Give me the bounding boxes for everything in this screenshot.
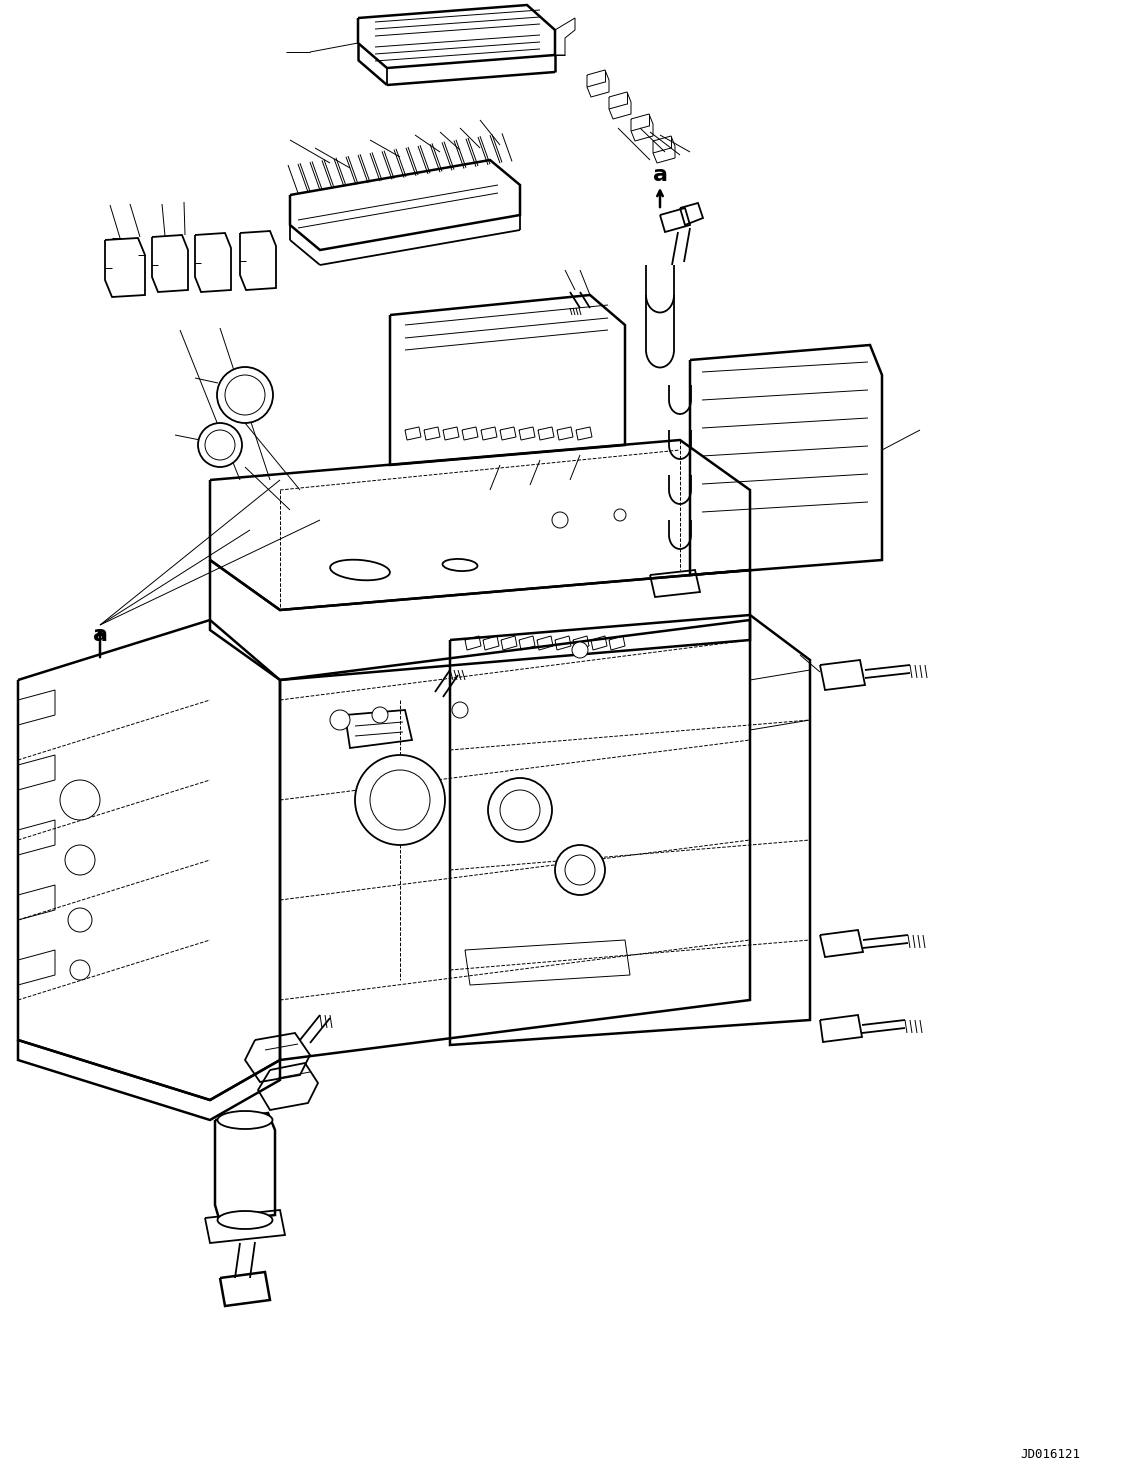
Polygon shape — [609, 635, 625, 650]
Circle shape — [452, 702, 468, 718]
Polygon shape — [280, 621, 749, 1060]
Polygon shape — [18, 755, 55, 790]
Polygon shape — [215, 1113, 274, 1222]
Polygon shape — [500, 427, 516, 441]
Polygon shape — [450, 615, 810, 1045]
Polygon shape — [358, 4, 555, 68]
Polygon shape — [240, 231, 276, 290]
Circle shape — [198, 423, 241, 467]
Polygon shape — [18, 884, 55, 920]
Ellipse shape — [330, 560, 390, 581]
Polygon shape — [501, 635, 517, 650]
Polygon shape — [538, 427, 554, 441]
Polygon shape — [195, 233, 231, 292]
Polygon shape — [390, 295, 625, 464]
Polygon shape — [591, 635, 607, 650]
Polygon shape — [481, 427, 497, 441]
Polygon shape — [210, 441, 749, 610]
Circle shape — [218, 367, 273, 423]
Polygon shape — [18, 951, 55, 985]
Polygon shape — [220, 1272, 270, 1306]
Polygon shape — [653, 136, 675, 164]
Polygon shape — [245, 1033, 310, 1082]
Circle shape — [555, 845, 605, 895]
Text: a: a — [653, 165, 667, 186]
Polygon shape — [443, 427, 459, 441]
Circle shape — [65, 845, 95, 876]
Polygon shape — [519, 427, 535, 441]
Polygon shape — [576, 427, 592, 441]
Circle shape — [372, 708, 388, 724]
Polygon shape — [462, 427, 478, 441]
Text: JD016121: JD016121 — [1021, 1449, 1080, 1462]
Polygon shape — [259, 1063, 318, 1110]
Polygon shape — [105, 237, 145, 296]
Polygon shape — [290, 161, 521, 251]
Polygon shape — [18, 621, 280, 1100]
Polygon shape — [205, 1210, 285, 1243]
Polygon shape — [587, 69, 609, 97]
Polygon shape — [151, 234, 188, 292]
Circle shape — [69, 960, 90, 980]
Polygon shape — [555, 18, 575, 55]
Circle shape — [68, 908, 92, 932]
Polygon shape — [650, 570, 700, 597]
Polygon shape — [210, 560, 749, 680]
Circle shape — [60, 780, 100, 820]
Text: a: a — [92, 625, 107, 646]
Polygon shape — [573, 635, 589, 650]
Polygon shape — [536, 635, 554, 650]
Polygon shape — [465, 940, 630, 985]
Polygon shape — [680, 203, 703, 226]
Circle shape — [226, 374, 265, 416]
Polygon shape — [18, 690, 55, 725]
Polygon shape — [690, 345, 882, 575]
Ellipse shape — [218, 1212, 272, 1229]
Polygon shape — [465, 635, 481, 650]
Circle shape — [572, 643, 588, 657]
Circle shape — [370, 769, 431, 830]
Polygon shape — [557, 427, 573, 441]
Ellipse shape — [218, 1111, 272, 1129]
Ellipse shape — [443, 559, 477, 570]
Polygon shape — [659, 208, 690, 231]
Circle shape — [330, 710, 350, 730]
Polygon shape — [820, 660, 865, 690]
Circle shape — [487, 778, 552, 842]
Circle shape — [614, 509, 626, 520]
Polygon shape — [820, 930, 863, 957]
Polygon shape — [631, 113, 653, 142]
Circle shape — [205, 430, 235, 460]
Polygon shape — [18, 1041, 280, 1120]
Polygon shape — [820, 1016, 862, 1042]
Polygon shape — [405, 427, 421, 441]
Polygon shape — [18, 820, 55, 855]
Circle shape — [552, 511, 568, 528]
Circle shape — [355, 755, 445, 845]
Polygon shape — [519, 635, 535, 650]
Circle shape — [500, 790, 540, 830]
Polygon shape — [555, 635, 571, 650]
Polygon shape — [483, 635, 499, 650]
Polygon shape — [345, 710, 412, 747]
Polygon shape — [424, 427, 440, 441]
Polygon shape — [609, 91, 631, 119]
Circle shape — [565, 855, 595, 884]
